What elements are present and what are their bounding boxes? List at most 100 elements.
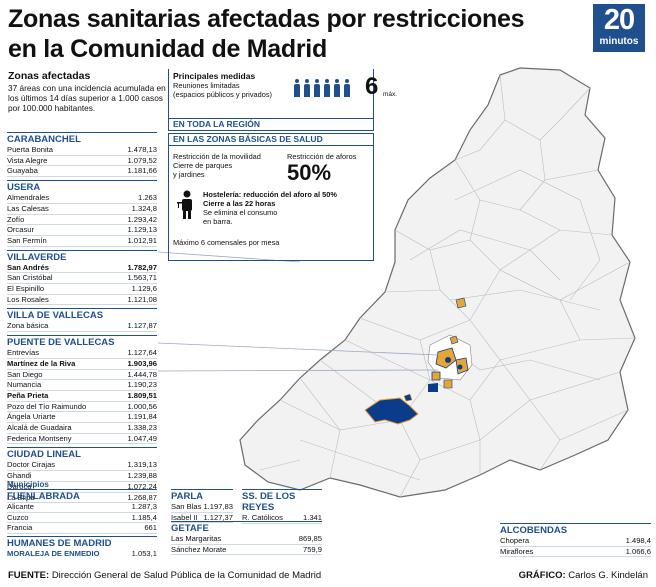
row-name: Zofío [7,214,25,224]
row-name: Ángela Uriarte [7,412,56,422]
row-value: 1.478,13 [127,145,157,154]
humanes-heading: HUMANES DE MADRID [7,536,157,549]
table-row: Federica Montseny 1.047,49 [7,434,157,445]
table-row: Los Rosales 1.121,08 [7,295,157,306]
source-text: Dirección General de Salud Pública de la… [51,570,322,581]
ssreyes-heading: SS. DE LOS REYES [242,489,322,513]
measures-panel: Principales medidas Reuniones limitadas … [168,69,397,261]
person-icon [293,79,301,97]
row-name: Pozo del Tío Raimundo [7,401,87,411]
row-name: Las Margaritas [171,534,222,543]
row-value: 1.129,6 [131,284,157,294]
parla-heading: PARLA [171,489,233,502]
logo-number: 20 [603,4,635,36]
row-name: Martínez de la Riva [7,358,76,368]
mobility-line-1: Restricción de la movilidad [173,152,261,161]
row-name: Peña Prieta [7,390,49,400]
district-heading: USERA [7,180,157,193]
zones-measures-box: Restricción de la movilidad Cierre de pa… [168,146,374,261]
row-name: Francia [7,523,33,533]
row-value: 1.263 [137,193,157,203]
row-value: 1.012,91 [127,235,157,245]
ssreyes-block: SS. DE LOS REYES R. Católicos 1.341 [242,489,322,524]
row-value: 1.129,13 [127,225,157,235]
row-value: 1.127,64 [127,348,157,358]
row-value: 1.319,13 [127,460,157,470]
district-heading: PUENTE DE VALLECAS [7,335,157,348]
row-name: Chopera [500,536,530,545]
table-row: Zona básica 1.127,87 [7,321,157,333]
logo-word: minutos [599,36,639,47]
getafe-block: GETAFE Las Margaritas 869,85 Sánchez Morat… [171,521,322,556]
page-title: Zonas sanitarias afectadas por restricci… [8,4,578,64]
row-value: 1.191,84 [127,412,157,422]
person-icon [323,79,331,97]
row-value: 1.341 [302,513,322,522]
table-row: Entrevías 1.127,64 [7,348,157,359]
table-row: San Cristóbal 1.563,71 [7,273,157,285]
table-row: Numancia 1.190,23 [7,380,157,391]
hosteleria-line-3: Se elimina el consumo [203,208,278,217]
row-value: 869,85 [298,534,322,543]
district-heading: VILLAVERDE [7,249,157,263]
row-value: 1.127,37 [203,512,233,522]
table-row: Almendrales 1.263 [7,193,157,204]
madrid-city-cluster [427,297,473,392]
row-value: 1.324,8 [131,203,157,213]
southwest-affected-area [364,397,419,425]
row-name: La Elipa [7,492,35,502]
waiter-icon [177,190,192,219]
row-value: 1.190,23 [127,380,157,390]
table-row: Guayaba 1.181,66 [7,166,157,178]
mobility-line-2: Cierre de parques [173,161,233,170]
table-row: Ángela Uriarte 1.191,84 [7,412,157,424]
row-name: Cuzco [7,512,29,522]
row-value: 1.121,08 [127,294,157,304]
alcobendas-block: ALCOBENDAS Chopera 1.498,4 Miraflores 1.066… [500,523,651,558]
table-row: Zofío 1.293,42 [7,215,157,226]
max-number: 6 [365,73,379,100]
fuenlabrada-block: FUENLABRADA Alicante 1.287,3 Cuzco 1.185,4 F… [7,489,157,559]
row-name: Numancia [7,380,42,390]
measures-heading: Principales medidas [173,71,256,81]
table-row: Alicante 1.287,3 [7,502,157,513]
row-name: Alicante [7,502,35,511]
row-value: 1.000,56 [127,401,157,411]
region-measures-box: Principales medidas Reuniones limitadas … [168,69,397,119]
row-value: 1.903,96 [127,358,157,368]
row-value: 1.066,6 [625,546,651,556]
table-row: El Espinillo 1.129,6 [7,284,157,295]
row-name: San Cristóbal [7,273,53,283]
row-name: Isabel II [171,512,198,522]
intro-text: 37 áreas con una incidencia acumulada en… [8,83,166,113]
source-label: FUENTE: [8,570,50,581]
row-value: 1.498,4 [625,536,651,545]
row-value: 1.287,3 [131,502,157,511]
table-row: Chopera 1.498,4 [500,536,651,547]
meetings-sub: (espacios públicos y privados) [173,90,272,99]
table-row: Sánchez Morate 759,9 [171,545,322,556]
table-row: Orcasur 1.129,13 [7,225,157,236]
table-row: Daroca 1.072,24 [7,482,157,493]
20minutos-logo: 20 minutos [593,4,645,52]
table-row: Francia 661 [7,523,157,535]
row-name: San Andrés [7,262,49,272]
table-row: La Elipa 1.268,87 [7,493,157,504]
district-heading: CIUDAD LINEAL [7,447,157,460]
title-line-1: Zonas sanitarias afectadas por restricci… [8,5,525,33]
diners-label: Máximo 6 comensales por mesa [173,238,280,247]
row-value: 759,9 [302,544,322,554]
intro-heading: Zonas afectadas [8,70,91,82]
graphic-credit: GRÁFICO: Carlos G. Kindelán [519,570,648,581]
row-value: 1.782,97 [127,262,157,272]
person-icon [333,79,341,97]
capacity-value: 50% [287,160,332,185]
row-name: Las Calesas [7,203,49,213]
table-row: R. Católicos 1.341 [242,513,322,524]
table-row: Peña Prieta 1.809,51 [7,391,157,402]
table-row: San Fermín 1.012,91 [7,236,157,247]
row-name: R. Católicos [242,513,283,522]
row-value: 661 [144,523,157,533]
row-value: 1.293,42 [127,214,157,224]
table-row: Miraflores 1.066,6 [500,547,651,558]
